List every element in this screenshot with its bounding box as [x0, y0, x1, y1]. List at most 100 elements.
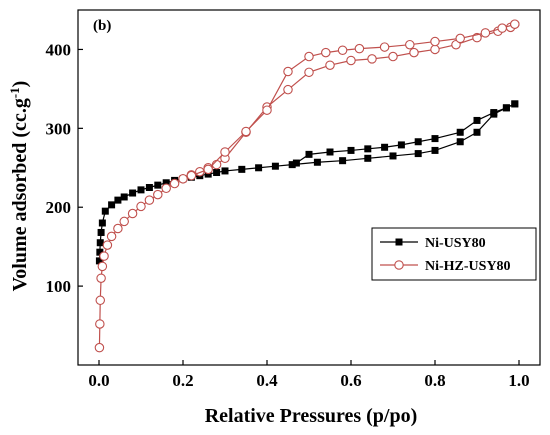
- x-tick-label: 0.0: [88, 371, 109, 390]
- data-point-ni-usy80: [95, 257, 103, 265]
- data-point-ni-usy80: [154, 181, 162, 189]
- data-point-ni-usy80: [473, 116, 481, 124]
- data-point-ni-usy80: [108, 201, 116, 209]
- data-point-ni-hz-usy80: [304, 67, 314, 78]
- x-tick-label: 1.0: [508, 371, 529, 390]
- data-point-ni-hz-usy80: [220, 147, 230, 157]
- data-point-ni-usy80: [347, 146, 355, 154]
- data-point-ni-hz-usy80: [379, 42, 390, 52]
- data-point-ni-usy80: [339, 157, 347, 165]
- y-axis-title: Volume adsorbed (cc.g-1): [7, 81, 31, 292]
- data-point-ni-usy80: [129, 189, 137, 197]
- data-point-ni-usy80: [145, 184, 153, 191]
- panel-label: (b): [93, 18, 111, 34]
- data-point-ni-usy80: [292, 159, 300, 167]
- data-point-ni-hz-usy80: [94, 342, 105, 353]
- x-tick-label: 0.2: [172, 371, 193, 390]
- legend-label-ni-usy80: Ni-USY80: [425, 236, 486, 251]
- data-point-ni-hz-usy80: [241, 126, 251, 137]
- data-point-ni-usy80: [456, 138, 464, 146]
- data-point-ni-hz-usy80: [102, 240, 113, 250]
- data-point-ni-hz-usy80: [367, 54, 377, 64]
- data-point-ni-hz-usy80: [119, 216, 129, 227]
- legend-box: [371, 227, 537, 281]
- data-point-ni-hz-usy80: [203, 164, 213, 175]
- y-tick-label: 100: [46, 277, 72, 296]
- data-point-ni-hz-usy80: [106, 231, 117, 242]
- data-point-ni-hz-usy80: [144, 195, 155, 205]
- data-point-ni-usy80: [238, 165, 246, 173]
- data-point-ni-hz-usy80: [430, 36, 440, 47]
- data-point-ni-usy80: [364, 145, 372, 153]
- data-point-ni-usy80: [98, 219, 106, 227]
- data-point-ni-usy80: [162, 179, 170, 187]
- data-point-ni-hz-usy80: [97, 261, 108, 272]
- legend-label-ni-hz-usy80: Ni-HZ-USY80: [425, 259, 511, 274]
- data-point-ni-usy80: [137, 186, 145, 194]
- data-point-ni-hz-usy80: [409, 47, 419, 58]
- data-point-ni-usy80: [431, 146, 439, 154]
- y-axis-title-superscript: -1: [7, 87, 22, 98]
- plot-frame: [77, 9, 541, 366]
- series-ni-hz-usy80: [94, 19, 520, 353]
- series-ni-usy80: [95, 100, 519, 265]
- data-point-ni-hz-usy80: [136, 201, 146, 212]
- data-point-ni-usy80: [101, 207, 109, 215]
- legend: Ni-USY80 Ni-HZ-USY80: [371, 227, 537, 281]
- series-line-ni-hz-usy80-desorption: [182, 23, 515, 180]
- data-point-ni-usy80: [255, 164, 263, 172]
- data-point-ni-hz-usy80: [455, 33, 465, 44]
- data-point-ni-usy80: [305, 150, 313, 158]
- data-point-ni-hz-usy80: [95, 319, 105, 329]
- y-tick-label: 400: [46, 40, 72, 59]
- data-point-ni-hz-usy80: [161, 183, 171, 194]
- data-point-ni-hz-usy80: [211, 159, 222, 170]
- data-point-ni-usy80: [120, 193, 128, 201]
- y-tick-label: 300: [46, 119, 72, 138]
- data-point-ni-usy80: [271, 162, 279, 170]
- data-point-ni-hz-usy80: [304, 51, 314, 62]
- x-tick-label: 0.6: [340, 371, 361, 390]
- data-point-ni-hz-usy80: [186, 170, 197, 181]
- data-point-ni-hz-usy80: [283, 84, 293, 95]
- data-point-ni-usy80: [431, 135, 439, 143]
- y-axis-title-main: Volume adsorbed (cc.g: [9, 98, 31, 291]
- data-point-ni-hz-usy80: [388, 51, 398, 62]
- data-point-ni-usy80: [490, 109, 498, 117]
- data-point-ni-usy80: [389, 152, 397, 160]
- data-point-ni-hz-usy80: [510, 19, 520, 29]
- data-point-ni-usy80: [221, 167, 229, 175]
- data-point-ni-hz-usy80: [178, 174, 188, 184]
- data-point-ni-hz-usy80: [262, 105, 272, 115]
- data-point-ni-usy80: [313, 158, 321, 166]
- data-point-ni-usy80: [96, 239, 104, 247]
- data-point-ni-usy80: [381, 143, 389, 151]
- data-point-ni-usy80: [213, 169, 221, 177]
- data-point-ni-usy80: [511, 100, 519, 108]
- data-point-ni-hz-usy80: [283, 66, 293, 77]
- x-tick-label: 0.4: [256, 371, 278, 390]
- ticks-layer: 0.0 0.2 0.4 0.6 0.8 1.0 100 200 300 400: [46, 40, 530, 390]
- data-point-ni-usy80: [456, 128, 464, 136]
- data-point-ni-hz-usy80: [321, 47, 331, 58]
- data-point-ni-hz-usy80: [346, 55, 356, 66]
- data-point-ni-hz-usy80: [354, 43, 365, 54]
- y-axis-title-suffix: ): [9, 81, 31, 88]
- data-point-ni-usy80: [473, 128, 481, 136]
- data-point-ni-hz-usy80: [430, 44, 440, 55]
- data-point-ni-hz-usy80: [113, 223, 123, 234]
- data-point-ni-usy80: [288, 161, 296, 169]
- data-point-ni-hz-usy80: [95, 295, 106, 306]
- data-point-ni-usy80: [502, 104, 510, 112]
- data-point-ni-hz-usy80: [153, 189, 163, 200]
- data-point-ni-hz-usy80: [405, 39, 415, 50]
- data-point-ni-hz-usy80: [480, 28, 491, 38]
- data-point-ni-usy80: [414, 138, 422, 146]
- data-point-ni-hz-usy80: [497, 23, 507, 33]
- data-point-ni-hz-usy80: [99, 251, 109, 261]
- data-point-ni-usy80: [96, 248, 104, 256]
- data-point-ni-hz-usy80: [127, 208, 138, 219]
- data-point-ni-hz-usy80: [325, 60, 335, 70]
- series-layer: [94, 19, 520, 353]
